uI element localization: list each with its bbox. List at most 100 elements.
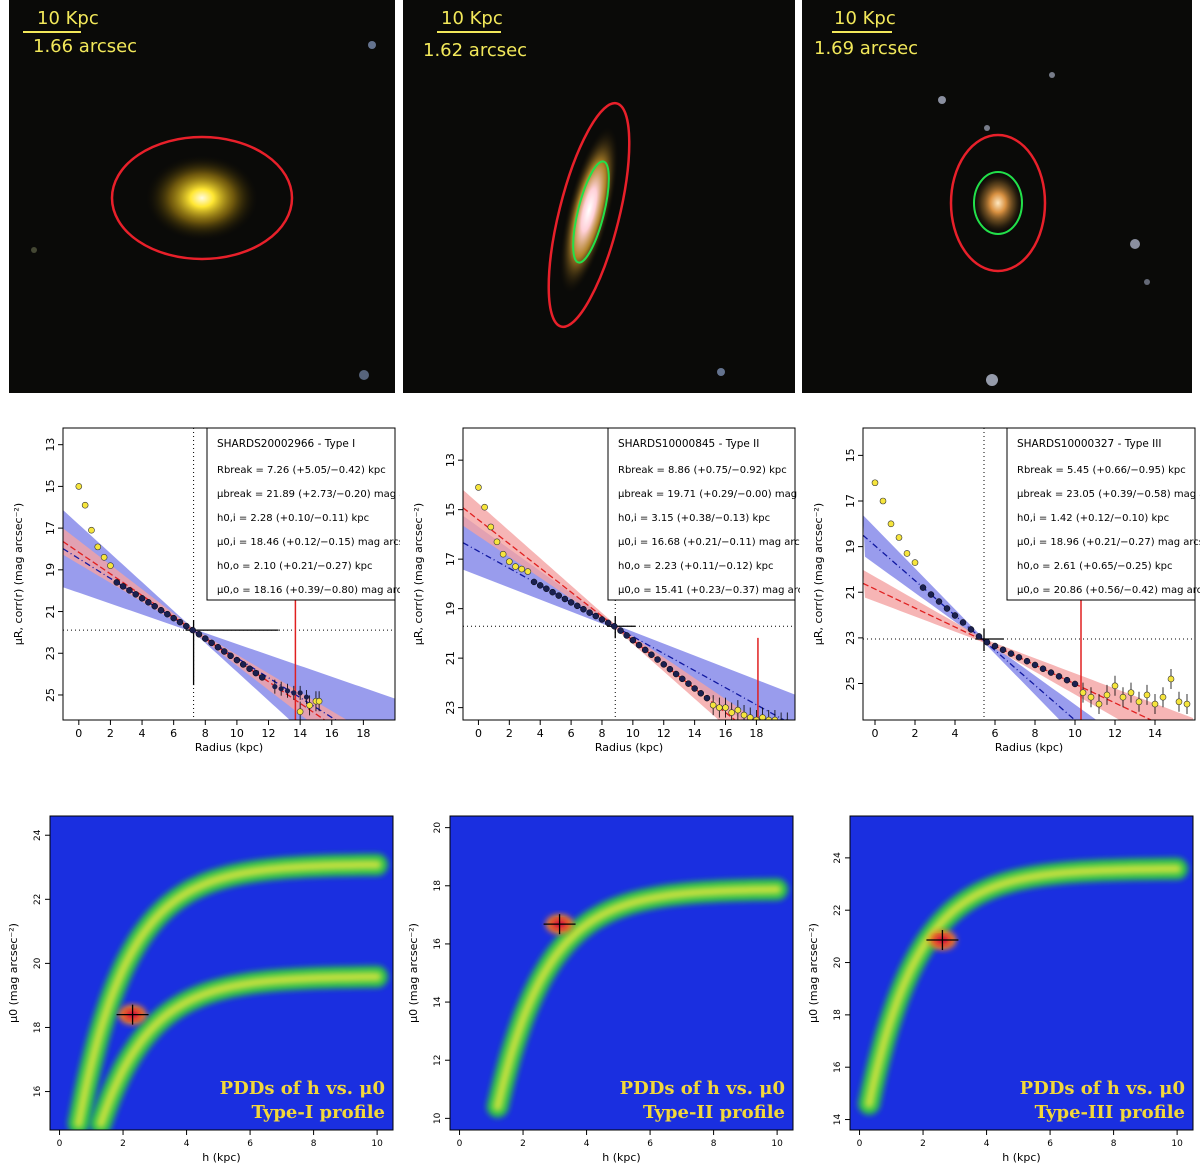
data-point: [991, 642, 999, 650]
outer-ellipse: [547, 101, 631, 329]
data-point: [666, 665, 674, 673]
y-tick-label: 23: [444, 701, 457, 715]
inner-data-point: [493, 538, 501, 546]
outer-data-point: [746, 714, 754, 720]
data-point: [641, 646, 649, 654]
x-tick-label: 8: [202, 727, 209, 740]
scale-arcsec-label: 1.69 arcsec: [814, 38, 919, 59]
pdd-chart-2-svg: 0 2 4 6 8 10 10 12 14 16 18 20 h (kpc) μ0 (mag arcsec…: [407, 815, 794, 1164]
inner-data-point: [107, 562, 114, 569]
data-point: [574, 602, 581, 610]
plot-frame: [49, 815, 394, 1131]
pdd-chart-2: 0 2 4 6 8 10 10 12 14 16 18 20 h (kpc) μ0 (mag arcsec…: [400, 800, 800, 1169]
inner-ellipse: [572, 160, 610, 264]
outer-ellipse: [949, 133, 1047, 273]
legend-box: [206, 427, 396, 601]
data-point: [672, 670, 680, 678]
legend-entry: Rbreak = 8.86 (+0.75/−0.92) kpc: [618, 465, 787, 476]
data-point: [660, 661, 667, 668]
outer-ellipse: [110, 135, 294, 261]
data-point: [214, 643, 222, 651]
outer-data-point: [709, 701, 717, 709]
y-tick-label: 18: [433, 880, 443, 892]
data-point: [145, 599, 152, 606]
x-tick-label: 18: [356, 727, 370, 740]
data-point: [586, 609, 593, 616]
inner-data-point: [871, 479, 879, 487]
inner-data-point: [100, 554, 108, 561]
legend-entry: μbreak = 23.05 (+0.39/−0.58) mag arcsec⁻…: [1017, 489, 1200, 500]
profile-chart-3: 0 2 4 6 8 10 12 14 15 17 19 21 23 25 Radius (kpc) μR, c…: [800, 405, 1200, 790]
y-tick-label: 20: [433, 822, 443, 834]
outer-data-point: [765, 716, 773, 720]
y-tick-label: 25: [844, 677, 857, 691]
data-point: [697, 690, 705, 697]
x-tick-label: 10: [1171, 1139, 1183, 1149]
legend-entry: h0,o = 2.61 (+0.65/−0.25) kpc: [1017, 561, 1172, 572]
y-tick-label: 24: [833, 852, 843, 864]
data-point: [1015, 654, 1023, 661]
x-tick-label: 10: [626, 727, 640, 740]
density-core: [864, 864, 1182, 1109]
x-tick-label: 0: [57, 1139, 63, 1149]
x-axis-label: Radius (kpc): [595, 741, 663, 754]
x-tick-label: 12: [1108, 727, 1122, 740]
inner-data-point: [903, 550, 911, 557]
outer-data-point: [716, 704, 723, 711]
x-tick-label: 2: [120, 1139, 126, 1149]
legend-entry: h0,o = 2.10 (+0.21/−0.27) kpc: [217, 561, 372, 572]
y-tick-label: 18: [33, 1021, 43, 1033]
outer-data-point: [306, 702, 313, 709]
tail-point: [284, 688, 291, 694]
y-tick-label: 16: [833, 1061, 843, 1073]
legend-box: [607, 427, 796, 601]
data-point: [580, 605, 587, 613]
y-axis-label: μR, corr(r) (mag arcsec⁻²): [12, 503, 25, 645]
data-point: [543, 585, 550, 593]
inner-data-point: [487, 523, 495, 531]
data-point: [536, 582, 544, 589]
x-tick-label: 14: [1148, 727, 1162, 740]
outer-data-point: [753, 716, 760, 720]
legend-entry: Rbreak = 7.26 (+5.05/−0.42) kpc: [217, 465, 386, 476]
data-point: [592, 612, 600, 620]
inner-ellipse: [973, 171, 1023, 235]
x-tick-label: 6: [170, 727, 177, 740]
y-axis-label: μR, corr(r) (mag arcsec⁻²): [812, 503, 825, 645]
x-tick-label: 14: [293, 727, 307, 740]
x-tick-label: 12: [262, 727, 276, 740]
y-tick-label: 17: [444, 552, 457, 566]
x-tick-label: 6: [647, 1139, 653, 1149]
data-point: [530, 578, 538, 586]
inner-data-point: [481, 503, 488, 511]
data-point: [679, 675, 686, 683]
data-point: [1047, 669, 1055, 676]
inner-fit-band: [463, 515, 795, 720]
y-tick-label: 13: [444, 453, 457, 467]
pdd-title-line1: PDDs of h vs. μ0: [220, 1078, 385, 1099]
data-point: [967, 626, 975, 633]
x-tick-label: 6: [247, 1139, 253, 1149]
y-tick-label: 15: [44, 479, 57, 493]
inner-data-point: [911, 559, 919, 566]
x-axis-label: Radius (kpc): [995, 741, 1063, 754]
outer-data-point: [296, 708, 304, 715]
outer-data-point: [1127, 689, 1135, 696]
data-point: [951, 612, 959, 619]
x-axis-label: h (kpc): [202, 1151, 240, 1164]
x-tick-label: 10: [1068, 727, 1082, 740]
data-point: [703, 694, 711, 702]
x-tick-label: 4: [537, 727, 544, 740]
legend-entry: μ0,i = 16.68 (+0.21/−0.11) mag arcsec⁻²: [618, 537, 800, 548]
pdd-area: [450, 816, 793, 1130]
y-axis-label: μR, corr(r) (mag arcsec⁻²): [412, 503, 425, 645]
pdd-title-line2: Type-I profile: [251, 1102, 385, 1123]
y-tick-label: 22: [833, 904, 843, 915]
y-tick-label: 12: [433, 1054, 443, 1065]
inner-data-point: [75, 483, 83, 490]
y-tick-label: 16: [433, 938, 443, 950]
x-tick-label: 2: [912, 727, 919, 740]
y-tick-label: 21: [444, 651, 457, 665]
x-tick-label: 10: [771, 1139, 783, 1149]
tail-point: [291, 690, 297, 696]
